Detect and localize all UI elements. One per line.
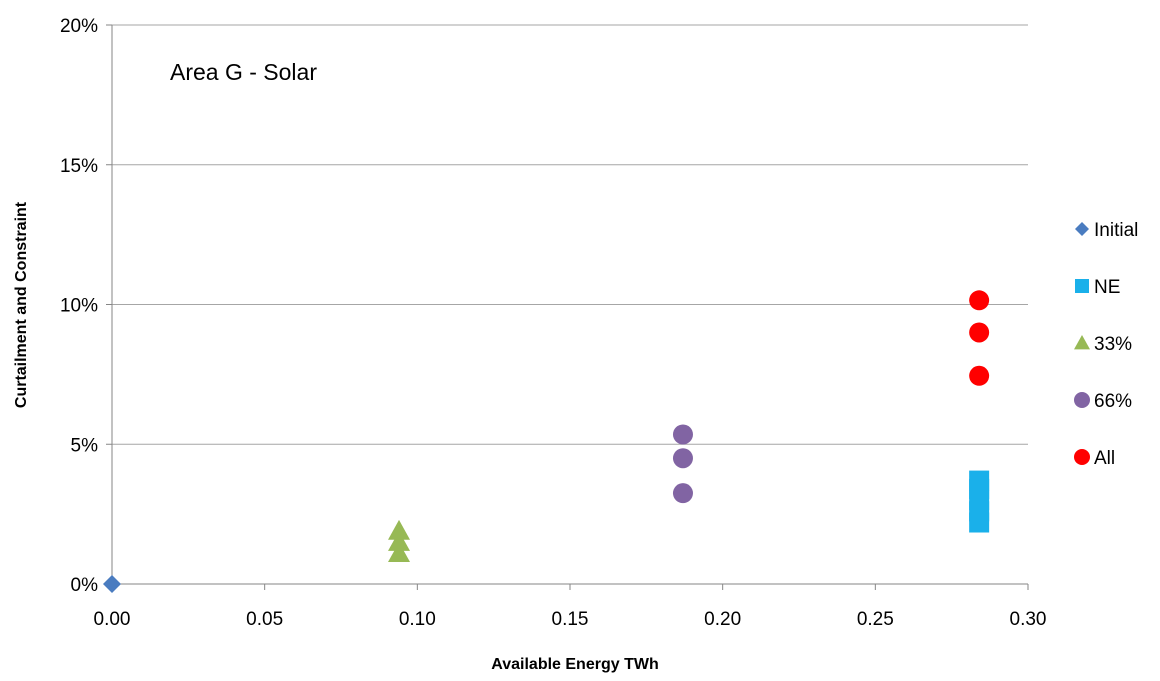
data-point xyxy=(672,448,693,469)
data-point xyxy=(388,519,411,540)
x-tick-label: 0.25 xyxy=(857,609,894,630)
y-tick-label: 10% xyxy=(60,296,98,317)
y-tick-labels: 0% 5% 10% 15% 20% xyxy=(60,16,98,596)
data-point xyxy=(388,531,411,551)
x-tick-label: 0.00 xyxy=(94,609,131,630)
data-point xyxy=(672,483,693,504)
data-point xyxy=(969,322,990,343)
y-tick-label: 0% xyxy=(71,575,99,596)
legend-marker xyxy=(1075,222,1089,236)
x-tick-label: 0.20 xyxy=(704,609,741,630)
x-tick-label: 0.30 xyxy=(1010,609,1047,630)
legend-marker xyxy=(1075,279,1089,293)
data-point xyxy=(969,365,990,386)
legend-label: All xyxy=(1094,448,1115,469)
chart-annotation: Area G - Solar xyxy=(170,59,317,85)
data-point xyxy=(103,575,121,593)
x-axis-label: Available Energy TWh xyxy=(491,656,658,673)
data-point xyxy=(969,290,990,311)
y-axis-label: Curtailment and Constraint xyxy=(13,201,30,408)
y-tick-label: 5% xyxy=(71,435,99,456)
x-tick-label: 0.10 xyxy=(399,609,436,630)
data-point xyxy=(672,424,693,445)
legend-label: 33% xyxy=(1094,334,1132,355)
y-tick-label: 20% xyxy=(60,16,98,37)
legend: Initial NE 33% 66% All xyxy=(1074,220,1138,469)
data-point xyxy=(969,470,990,491)
x-tick-labels: 0.00 0.05 0.10 0.15 0.20 0.25 0.30 xyxy=(94,609,1047,630)
legend-marker xyxy=(1074,392,1090,408)
x-tick-label: 0.05 xyxy=(246,609,283,630)
data-point xyxy=(388,542,411,563)
legend-label: NE xyxy=(1094,277,1120,298)
axes xyxy=(106,24,1029,590)
legend-marker xyxy=(1074,449,1090,465)
x-tick-label: 0.15 xyxy=(552,609,589,630)
data-points xyxy=(103,290,990,593)
y-tick-label: 15% xyxy=(60,156,98,177)
gridlines xyxy=(112,24,1028,445)
legend-label: 66% xyxy=(1094,391,1132,412)
legend-label: Initial xyxy=(1094,220,1138,241)
legend-marker xyxy=(1074,335,1090,350)
